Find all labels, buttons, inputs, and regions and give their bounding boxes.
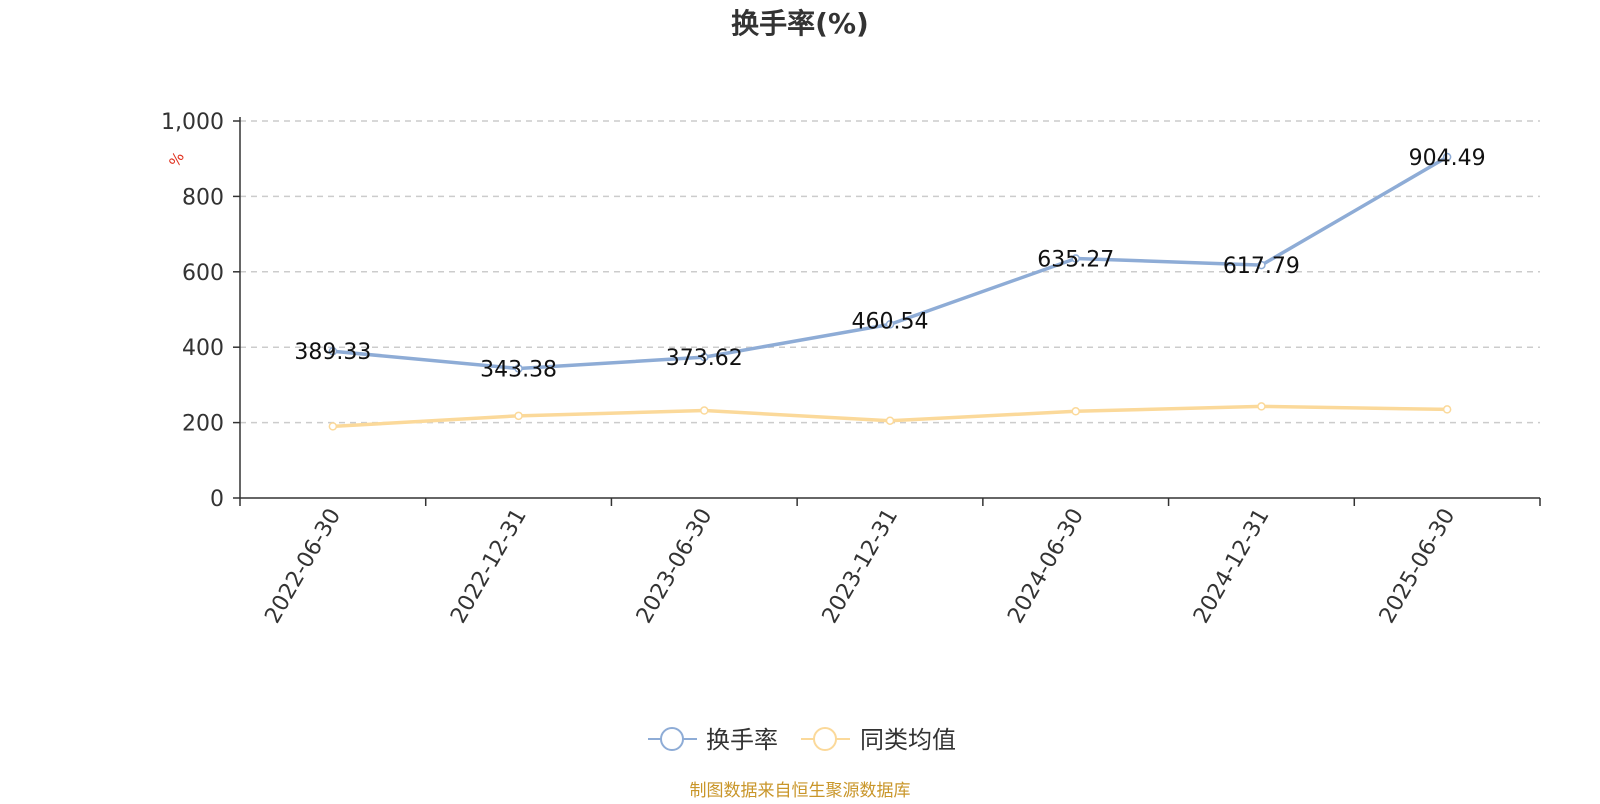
series-0-point[interactable] (700, 352, 709, 362)
x-tick-label: 2022-12-31 (446, 505, 532, 628)
x-tick-label: 2022-06-30 (260, 505, 346, 628)
grid-lines (240, 120, 1540, 424)
data-label: 373.62 (666, 346, 743, 371)
series-1-point[interactable] (700, 406, 709, 415)
y-tick-label: 1,000 (161, 110, 224, 135)
series-1-point[interactable] (1071, 407, 1080, 416)
series-1-point[interactable] (1442, 405, 1452, 414)
series-0-point[interactable] (514, 364, 523, 373)
legend-item-peer-average[interactable]: 同类均值 (801, 726, 956, 754)
series-0-point[interactable] (1442, 152, 1452, 162)
legend-label-turnover: 换手率 (706, 726, 778, 754)
y-axis-label: % (165, 149, 188, 170)
y-tick-label: 800 (182, 185, 224, 210)
data-label: 617.79 (1223, 254, 1300, 279)
series-0-point[interactable] (1257, 260, 1266, 270)
series-0-point[interactable] (328, 346, 338, 356)
series-0-point[interactable] (1071, 254, 1080, 263)
y-tick-label: 400 (182, 336, 224, 361)
y-tick-label: 200 (182, 412, 224, 437)
x-tick-label: 2025-06-30 (1375, 505, 1461, 628)
legend-label-peer-average: 同类均值 (860, 726, 956, 754)
series-1-point[interactable] (328, 422, 338, 431)
x-tick-label: 2024-12-31 (1189, 505, 1275, 628)
series-1-point[interactable] (1257, 402, 1266, 411)
x-tick-label: 2023-12-31 (818, 505, 904, 628)
legend-item-turnover[interactable]: 换手率 (648, 726, 778, 754)
data-labels: 389.33 343.38 373.62 460.54 635.27 617.79 904.… (294, 146, 1485, 383)
legend[interactable]: 换手率 同类均值 (648, 726, 956, 754)
source-note: 制图数据来自恒生聚源数据库 (690, 781, 911, 800)
data-label: 389.33 (294, 340, 371, 365)
data-label: 343.38 (480, 358, 557, 383)
axes: 0 200 400 600 800 1,000 2022-06-30 2022-12-31 20… (161, 110, 1541, 628)
y-tick-label: 600 (182, 261, 224, 286)
x-tick-label: 2023-06-30 (632, 505, 718, 628)
y-tick-label: 0 (210, 487, 224, 512)
x-tick-label: 2024-06-30 (1003, 505, 1089, 628)
series-lines (328, 152, 1452, 431)
data-label: 904.49 (1409, 146, 1486, 171)
data-label: 635.27 (1037, 248, 1114, 273)
series-1-point[interactable] (514, 411, 523, 421)
series-1-point[interactable] (885, 416, 895, 425)
chart-title: 换手率(%) (731, 7, 869, 40)
data-label: 460.54 (852, 309, 929, 334)
series-0-point[interactable] (885, 320, 895, 329)
